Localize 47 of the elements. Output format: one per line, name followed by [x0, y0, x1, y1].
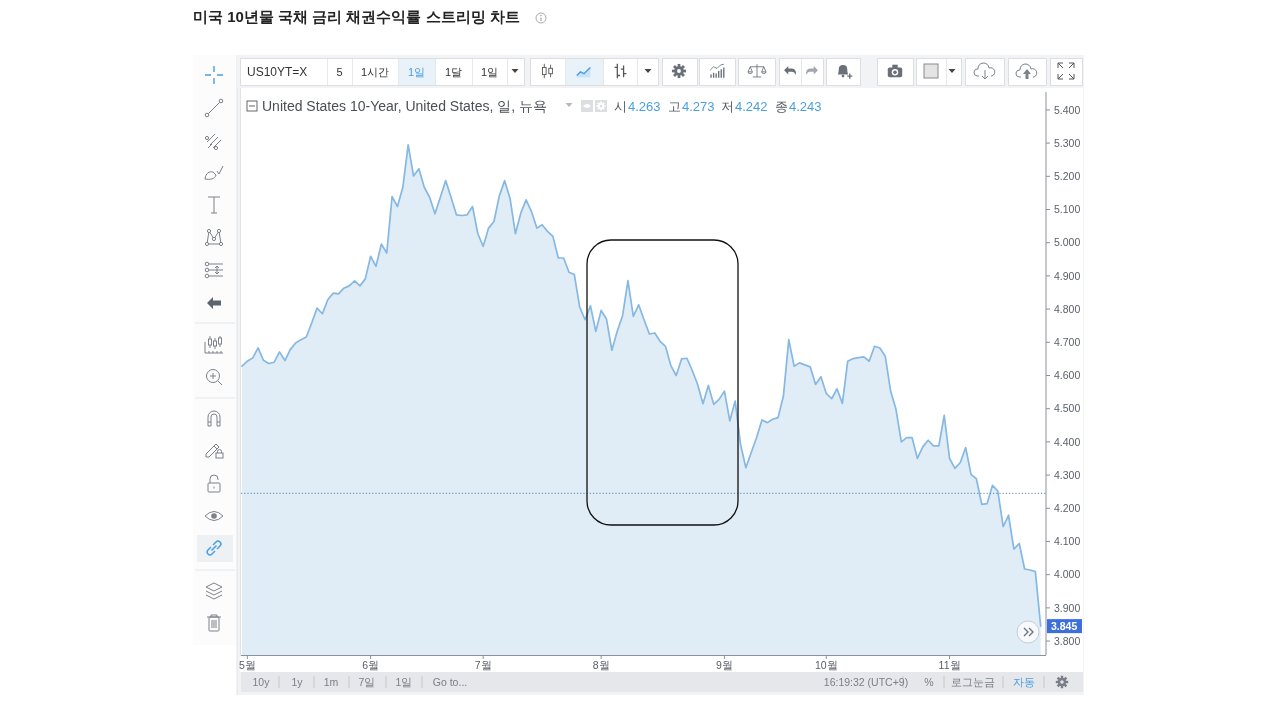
text: 10y: [252, 676, 271, 688]
text: 1시간: [360, 65, 390, 78]
text: 1m: [323, 676, 339, 688]
text: 5: [336, 65, 343, 78]
y-tick-label: 4.100: [1054, 535, 1081, 548]
x-tick-label: 7월: [474, 659, 492, 671]
text: 1달: [444, 65, 463, 78]
y-tick-label: 4.400: [1054, 435, 1081, 448]
text: %: [924, 676, 934, 688]
y-tick-label: 3.800: [1054, 634, 1081, 647]
annotation: 저4.242: [721, 99, 768, 114]
text: 자동: [1013, 676, 1035, 688]
x-tick-label: 5월: [238, 659, 256, 671]
y-tick-label: 4.700: [1054, 335, 1081, 348]
y-tick-label: 4.200: [1054, 501, 1081, 514]
text: Go to...: [432, 676, 468, 688]
y-tick-label: 4.300: [1054, 468, 1081, 481]
x-tick-label: 9월: [716, 659, 733, 671]
chart-subtitle: United States 10-Year, United States, 일, 뉴욕: [262, 98, 548, 114]
x-tick-label: 10월: [814, 659, 838, 671]
y-tick-label: 4.600: [1054, 369, 1081, 382]
text: 7일: [358, 676, 376, 688]
y-tick-label: 5.200: [1054, 169, 1081, 182]
text: 1y: [291, 676, 304, 688]
y-tick-label: 4.800: [1054, 302, 1081, 315]
y-tick-label: 4.900: [1054, 269, 1081, 282]
annotation: 시4.263: [614, 99, 661, 114]
text: 1일: [395, 676, 413, 688]
annotation: 고4.273: [668, 99, 715, 114]
x-tick-label: 8월: [592, 659, 610, 671]
text: 16:19:32 (UTC+9): [823, 676, 909, 688]
annotation: 종4.243: [775, 99, 822, 114]
text: 1일: [480, 65, 499, 78]
y-tick-label: 5.000: [1054, 236, 1081, 249]
y-tick-label: 5.100: [1054, 203, 1081, 216]
data-label: 3.845: [1051, 619, 1078, 632]
chart-title: 미국 10년물 국채 금리 채권수익률 스트리밍 차트: [193, 8, 520, 25]
text: 로그눈금: [951, 676, 995, 688]
y-tick-label: 5.300: [1054, 136, 1081, 149]
y-tick-label: 5.400: [1054, 103, 1081, 116]
y-tick-label: 4.000: [1054, 568, 1081, 581]
y-tick-label: 3.900: [1054, 601, 1081, 614]
y-tick-label: 4.500: [1054, 402, 1081, 415]
x-tick-label: 6월: [362, 659, 380, 671]
text: 1일: [407, 65, 426, 78]
text: US10YT=X: [247, 64, 308, 79]
x-tick-label: 11월: [938, 659, 961, 671]
